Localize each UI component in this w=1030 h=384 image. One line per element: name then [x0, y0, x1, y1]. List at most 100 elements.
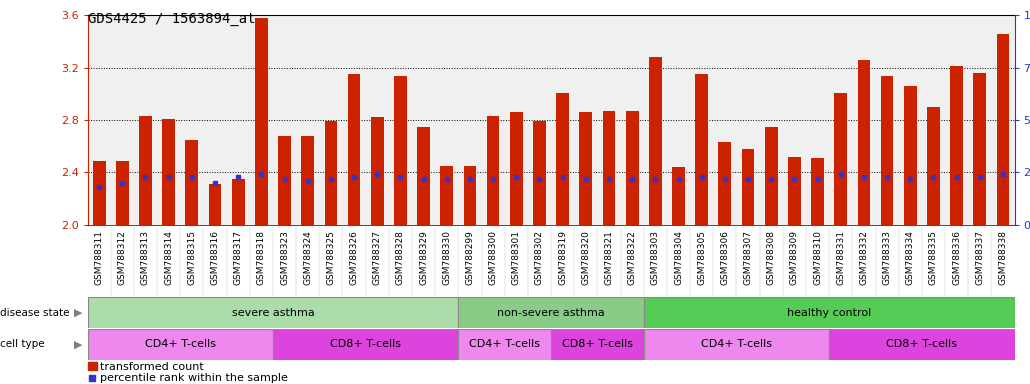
- Bar: [88, 297, 458, 328]
- Bar: [673, 167, 685, 225]
- Bar: [394, 76, 407, 225]
- Bar: [603, 111, 615, 225]
- Text: GSM788336: GSM788336: [952, 230, 961, 285]
- Text: GSM788338: GSM788338: [998, 230, 1007, 285]
- Bar: [348, 74, 360, 225]
- Text: GSM788301: GSM788301: [512, 230, 521, 285]
- Bar: [209, 184, 221, 225]
- Bar: [255, 18, 268, 225]
- Text: GDS4425 / 1563894_at: GDS4425 / 1563894_at: [88, 12, 255, 25]
- Text: GSM788324: GSM788324: [303, 230, 312, 285]
- Bar: [556, 93, 569, 225]
- Text: GSM788330: GSM788330: [442, 230, 451, 285]
- Bar: [139, 116, 151, 225]
- Bar: [441, 166, 453, 225]
- Bar: [649, 57, 661, 225]
- Text: GSM788315: GSM788315: [187, 230, 197, 285]
- Bar: [185, 140, 198, 225]
- Text: GSM788307: GSM788307: [744, 230, 753, 285]
- Text: GSM788328: GSM788328: [396, 230, 405, 285]
- Text: CD8+ T-cells: CD8+ T-cells: [331, 339, 401, 349]
- Text: GSM788335: GSM788335: [929, 230, 938, 285]
- Text: CD4+ T-cells: CD4+ T-cells: [145, 339, 215, 349]
- Bar: [834, 93, 847, 225]
- Text: CD8+ T-cells: CD8+ T-cells: [562, 339, 632, 349]
- Text: GSM788311: GSM788311: [95, 230, 104, 285]
- Text: GSM788319: GSM788319: [558, 230, 568, 285]
- Bar: [163, 119, 175, 225]
- Text: GSM788299: GSM788299: [466, 230, 475, 285]
- Text: GSM788318: GSM788318: [256, 230, 266, 285]
- Bar: [951, 66, 963, 225]
- Text: GSM788303: GSM788303: [651, 230, 660, 285]
- Text: GSM788310: GSM788310: [813, 230, 822, 285]
- Bar: [626, 111, 639, 225]
- Text: GSM788321: GSM788321: [605, 230, 614, 285]
- Text: GSM788317: GSM788317: [234, 230, 243, 285]
- Bar: [719, 142, 731, 225]
- Text: GSM788322: GSM788322: [627, 230, 637, 285]
- Text: GSM788300: GSM788300: [488, 230, 497, 285]
- Bar: [765, 127, 778, 225]
- Bar: [534, 121, 546, 225]
- Bar: [302, 136, 314, 225]
- Text: disease state: disease state: [0, 308, 69, 318]
- Bar: [93, 161, 105, 225]
- Text: percentile rank within the sample: percentile rank within the sample: [100, 373, 287, 383]
- Bar: [644, 329, 829, 360]
- Bar: [997, 34, 1009, 225]
- Text: GSM788327: GSM788327: [373, 230, 382, 285]
- Text: GSM788323: GSM788323: [280, 230, 289, 285]
- Text: CD4+ T-cells: CD4+ T-cells: [470, 339, 540, 349]
- Bar: [458, 329, 551, 360]
- Text: ▶: ▶: [74, 308, 82, 318]
- Bar: [973, 73, 986, 225]
- Bar: [371, 118, 383, 225]
- Text: GSM788313: GSM788313: [141, 230, 150, 285]
- Bar: [927, 107, 939, 225]
- Bar: [417, 127, 430, 225]
- Bar: [278, 136, 290, 225]
- Text: GSM788325: GSM788325: [327, 230, 336, 285]
- Text: GSM788304: GSM788304: [674, 230, 683, 285]
- Text: GSM788316: GSM788316: [210, 230, 219, 285]
- Text: ▶: ▶: [74, 339, 82, 349]
- Text: GSM788337: GSM788337: [975, 230, 985, 285]
- Bar: [510, 112, 522, 225]
- Bar: [812, 158, 824, 225]
- Bar: [324, 121, 337, 225]
- Bar: [904, 86, 917, 225]
- Text: GSM788333: GSM788333: [883, 230, 892, 285]
- Bar: [116, 161, 129, 225]
- Text: GSM788309: GSM788309: [790, 230, 799, 285]
- Text: GSM788326: GSM788326: [349, 230, 358, 285]
- Text: GSM788331: GSM788331: [836, 230, 846, 285]
- Bar: [858, 60, 870, 225]
- Text: CD4+ T-cells: CD4+ T-cells: [701, 339, 771, 349]
- Bar: [788, 157, 800, 225]
- Bar: [88, 329, 273, 360]
- Text: healthy control: healthy control: [787, 308, 871, 318]
- Text: GSM788306: GSM788306: [720, 230, 729, 285]
- Text: transformed count: transformed count: [100, 362, 204, 372]
- Text: GSM788312: GSM788312: [117, 230, 127, 285]
- Bar: [487, 116, 500, 225]
- Bar: [829, 329, 1015, 360]
- Text: GSM788305: GSM788305: [697, 230, 707, 285]
- Text: cell type: cell type: [0, 339, 44, 349]
- Text: severe asthma: severe asthma: [232, 308, 314, 318]
- Text: CD8+ T-cells: CD8+ T-cells: [887, 339, 957, 349]
- Bar: [742, 149, 754, 225]
- Bar: [232, 179, 244, 225]
- Bar: [881, 76, 893, 225]
- Text: GSM788320: GSM788320: [581, 230, 590, 285]
- Bar: [551, 329, 644, 360]
- Bar: [464, 166, 476, 225]
- Bar: [273, 329, 458, 360]
- Text: GSM788308: GSM788308: [766, 230, 776, 285]
- Text: non-severe asthma: non-severe asthma: [497, 308, 605, 318]
- Bar: [580, 112, 592, 225]
- Text: GSM788332: GSM788332: [859, 230, 868, 285]
- Text: GSM788314: GSM788314: [164, 230, 173, 285]
- Text: GSM788334: GSM788334: [905, 230, 915, 285]
